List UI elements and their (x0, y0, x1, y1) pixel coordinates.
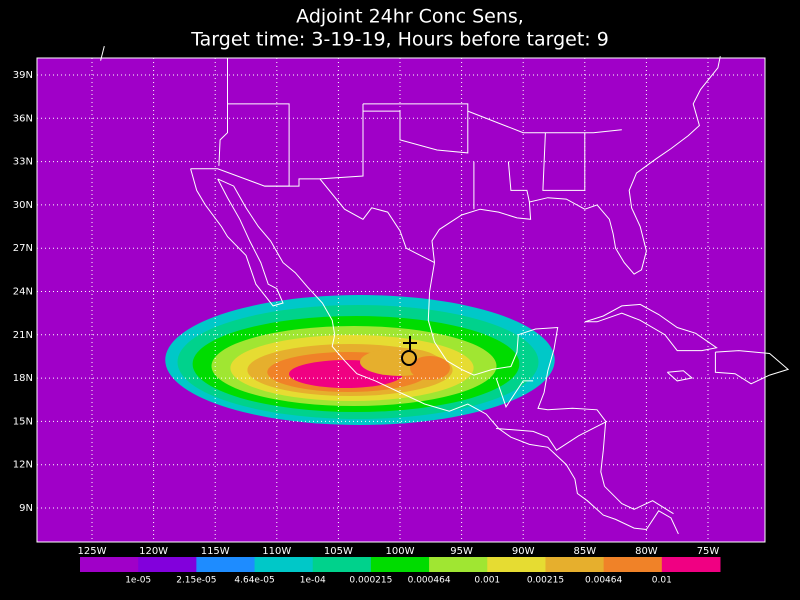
lon-label: 105W (324, 546, 353, 557)
colorbar-box (487, 557, 546, 572)
lon-label: 115W (201, 546, 230, 557)
lat-label: 9N (19, 503, 33, 514)
lat-label: 12N (13, 460, 33, 471)
lat-label: 30N (13, 200, 33, 211)
title-line2: Target time: 3-19-19, Hours before targe… (190, 29, 609, 51)
coastline (427, 262, 674, 515)
colorbar-label: 0.001 (474, 576, 500, 586)
coastline (319, 103, 364, 180)
lat-label: 24N (13, 287, 33, 298)
colorbar-box (603, 557, 663, 572)
lon-label: 75W (697, 546, 720, 557)
coastline (190, 168, 284, 307)
colorbar-label: 0.000464 (408, 576, 451, 586)
colorbar-box (138, 557, 197, 572)
title-line1: Adjoint 24hr Conc Sens, (296, 6, 524, 28)
colorbar-box (370, 557, 430, 572)
coastline (218, 57, 228, 166)
lon-label: 80W (635, 546, 658, 557)
lat-label: 21N (13, 330, 33, 341)
coastline (496, 420, 608, 451)
lat-label: 18N (13, 373, 33, 384)
lat-label: 39N (13, 70, 33, 81)
lat-label: 33N (13, 157, 33, 168)
lon-label: 85W (573, 546, 596, 557)
colorbar-box (80, 557, 139, 572)
lat-label: 15N (13, 416, 33, 427)
lon-label: 100W (386, 546, 415, 557)
colorbar-label: 0.000215 (349, 576, 392, 586)
colorbar-box (254, 557, 314, 572)
colorbar-label: 1e-04 (300, 576, 326, 586)
lat-label: 36N (13, 113, 33, 124)
coastline (584, 303, 718, 352)
coastline (363, 103, 469, 154)
coastline (714, 350, 790, 385)
coastline (507, 161, 530, 203)
colorbar-box (661, 557, 721, 572)
colorbar-box (196, 557, 256, 572)
lat-label: 27N (13, 243, 33, 254)
lon-label: 125W (78, 546, 107, 557)
colorbar-box (312, 557, 372, 572)
colorbar-label: 4.64e-05 (234, 576, 274, 586)
colorbar-label: 1e-05 (125, 576, 151, 586)
lon-label: 110W (262, 546, 291, 557)
colorbar-box (545, 557, 605, 572)
colorbar-label: 0.00464 (585, 576, 622, 586)
source-circle (401, 350, 417, 366)
target-cross (403, 336, 417, 350)
sensitivity-contour (410, 356, 450, 380)
colorbar-label: 2.15e-05 (176, 576, 216, 586)
coastline (217, 178, 679, 535)
lon-label: 120W (139, 546, 168, 557)
coastline (542, 132, 586, 191)
coastline (666, 370, 694, 382)
coastline (495, 377, 534, 409)
lon-label: 90W (512, 546, 535, 557)
colorbar-box (429, 557, 488, 572)
colorbar-label: 0.01 (652, 576, 672, 586)
lon-label: 95W (450, 546, 473, 557)
coastline (431, 56, 721, 275)
map-frame (36, 57, 766, 543)
colorbar-label: 0.00215 (527, 576, 564, 586)
coastline (227, 103, 290, 187)
coastline (467, 110, 622, 134)
